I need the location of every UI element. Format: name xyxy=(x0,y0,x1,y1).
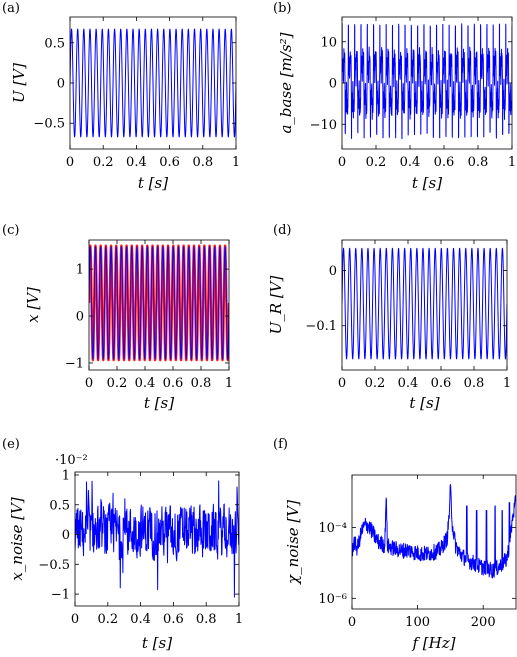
x-tick-label: 0.8 xyxy=(468,155,489,170)
x-tick-label: 0.2 xyxy=(365,376,386,391)
x-tick-label: 0.8 xyxy=(191,376,212,391)
x-tick-label: 0.4 xyxy=(130,612,151,627)
chart-panel-d: 0 0.2 0.4 0.6 0.8 1 −0.1 0 (d) t [s] U_R [V] xyxy=(267,223,511,412)
panel-label: (a) xyxy=(2,1,20,16)
x-axis-label: t [s] xyxy=(138,174,168,192)
y-axis-label: U_R [V] xyxy=(267,275,285,334)
x-tick-label: 0 xyxy=(71,612,79,627)
chart-panel-e: 0 0.2 0.4 0.6 0.8 1 −1 −0.5 0 0.5 1 (e) t [s] x_noise… xyxy=(2,437,243,652)
series-line-1 xyxy=(342,247,507,360)
x-tick-label: 0.6 xyxy=(163,612,184,627)
y-tick-label: −10 xyxy=(310,118,337,133)
x-tick-label: 1 xyxy=(232,155,240,170)
x-tick-label: 0.6 xyxy=(434,155,455,170)
chart-panel-c: 0 0.2 0.4 0.6 0.8 1−101(c)t [s]x [V] xyxy=(2,223,233,412)
y-axis-label: a_base [m/s²] xyxy=(277,32,295,133)
y-tick-label: 10⁻⁴ xyxy=(318,521,347,536)
x-tick-label: 0.4 xyxy=(400,155,421,170)
chart-panel-a: 0 0.2 0.4 0.6 0.8 1 −0.5 0 0.5 (a) t [s] U [V] xyxy=(2,1,240,192)
x-tick-label: 0.2 xyxy=(97,612,118,627)
y-tick-label: −0.5 xyxy=(33,117,65,132)
series-line-2 xyxy=(89,246,229,360)
panel-label: (c) xyxy=(2,223,19,238)
x-tick-label: 0 xyxy=(338,155,346,170)
y-tick-label: 1 xyxy=(76,263,84,278)
x-tick-label: 0.2 xyxy=(366,155,387,170)
y-axis-label: x_noise [V] xyxy=(8,497,26,580)
x-tick-label: 0.8 xyxy=(464,376,485,391)
plot-frame xyxy=(74,471,240,607)
x-tick-label: 0.8 xyxy=(192,155,213,170)
x-tick-label: 1 xyxy=(503,376,511,391)
x-tick-label: 0.6 xyxy=(431,376,452,391)
series-line-1 xyxy=(70,28,236,138)
x-axis-label: t [s] xyxy=(412,174,442,192)
x-tick-label: 0.8 xyxy=(196,612,217,627)
y-tick-label: 0 xyxy=(57,77,65,92)
y-tick-label: 0 xyxy=(329,77,337,92)
x-tick-label: 0.2 xyxy=(107,376,128,391)
series-line-1 xyxy=(352,484,516,579)
y-tick-label: 10⁻⁶ xyxy=(318,592,347,607)
chart-panel-f: 0 100 200 10⁻⁴ 10⁻⁶ (f) f [Hz] χ_noise [V] xyxy=(273,437,517,652)
plot-frame xyxy=(341,239,508,371)
x-tick-label: 0 xyxy=(85,376,93,391)
x-tick-label: 0.6 xyxy=(159,155,180,170)
x-tick-label: 0.4 xyxy=(126,155,147,170)
y-tick-label: 10 xyxy=(320,35,337,50)
y-tick-label: 0.5 xyxy=(49,498,70,513)
y-tick-label: 0 xyxy=(76,310,84,325)
y-tick-label: 0 xyxy=(62,528,70,543)
y-axis-label: χ_noise [V] xyxy=(284,500,302,585)
x-axis-label: t [s] xyxy=(144,394,174,412)
x-axis-label: f [Hz] xyxy=(411,634,455,652)
x-axis-label: t [s] xyxy=(409,394,439,412)
panel-label: (d) xyxy=(273,223,291,238)
panel-label: (e) xyxy=(2,437,20,452)
y-axis-label: U [V] xyxy=(10,63,28,103)
x-tick-label: 0 xyxy=(338,376,346,391)
series-line-1 xyxy=(75,480,239,598)
plot-frame xyxy=(88,239,230,371)
x-tick-label: 100 xyxy=(405,615,430,630)
x-tick-label: 0 xyxy=(348,615,356,630)
y-tick-label: −1 xyxy=(51,588,70,603)
y-tick-label: −0.5 xyxy=(38,558,70,573)
y-axis-label: x [V] xyxy=(24,287,42,323)
x-tick-label: 1 xyxy=(508,155,516,170)
y-tick-label: −0.1 xyxy=(305,319,337,334)
y-scale-multiplier: ·10⁻² xyxy=(55,453,88,468)
x-tick-label: 0.6 xyxy=(163,376,184,391)
x-tick-label: 0.4 xyxy=(398,376,419,391)
y-tick-label: −1 xyxy=(65,356,84,371)
panel-label: (f) xyxy=(273,437,288,452)
x-tick-label: 0.2 xyxy=(93,155,114,170)
x-axis-label: t [s] xyxy=(142,634,172,652)
x-tick-label: 0 xyxy=(66,155,74,170)
panel-label: (b) xyxy=(273,1,291,16)
y-tick-label: 0 xyxy=(329,264,337,279)
x-tick-label: 1 xyxy=(225,376,233,391)
series-line-1 xyxy=(342,23,512,140)
y-tick-label: 1 xyxy=(62,468,70,483)
x-tick-label: 0.4 xyxy=(135,376,156,391)
y-tick-label: 0.5 xyxy=(44,36,65,51)
x-tick-label: 1 xyxy=(235,612,243,627)
x-tick-label: 200 xyxy=(471,615,496,630)
chart-panel-b: 0 0.2 0.4 0.6 0.8 1 −10 0 10 (b) t [s] a_base [m/s²… xyxy=(273,1,516,192)
plot-frame xyxy=(351,474,517,610)
